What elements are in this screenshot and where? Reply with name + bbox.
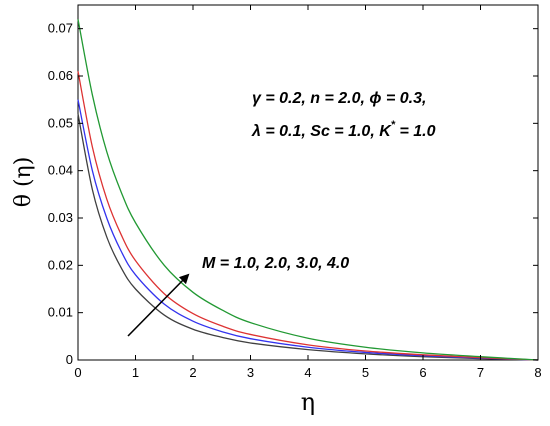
x-tick-label: 1	[132, 365, 139, 380]
arrow-annotation: M = 1.0, 2.0, 3.0, 4.0	[202, 255, 349, 272]
x-tick-label: 2	[189, 365, 196, 380]
y-tick-label: 0.01	[48, 305, 73, 320]
y-tick-label: 0	[66, 352, 73, 367]
x-tick-label: 5	[362, 365, 369, 380]
params-line2-prefix: λ = 0.1, Sc = 1.0, K	[251, 123, 392, 140]
ticks-group: 0 1 2 3 4 5 6 7 8 0 0.01 0.02 0.03 0.04 0.05 0.06 0.07	[48, 5, 542, 380]
increase-arrow	[127, 273, 190, 337]
x-tick-label: 4	[304, 365, 311, 380]
x-tick-label: 7	[477, 365, 484, 380]
x-tick-label: 0	[74, 365, 81, 380]
series-line-1	[77, 113, 539, 361]
x-axis-label: η	[301, 388, 315, 416]
series-line-3	[77, 71, 539, 361]
params-line2-suffix: = 1.0	[395, 123, 436, 140]
params-line2-superscript: *	[391, 119, 396, 131]
y-tick-label: 0.07	[48, 21, 73, 36]
x-tick-label: 8	[534, 365, 541, 380]
x-tick-label: 3	[247, 365, 254, 380]
plot-area	[77, 4, 539, 361]
series-line-2	[77, 99, 539, 361]
params-annotation-line1: γ = 0.2, n = 2.0, ϕ = 0.3,	[252, 90, 426, 107]
series-line-4	[77, 19, 539, 361]
series-group	[77, 19, 539, 361]
x-tick-label: 6	[419, 365, 426, 380]
y-tick-label: 0.06	[48, 68, 73, 83]
y-tick-label: 0.04	[48, 163, 73, 178]
y-tick-label: 0.03	[48, 210, 73, 225]
y-tick-label: 0.05	[48, 115, 73, 130]
params-annotation-line2: λ = 0.1, Sc = 1.0, K* = 1.0	[251, 119, 436, 140]
y-tick-label: 0.02	[48, 257, 73, 272]
y-axis-label: θ (η)	[11, 157, 36, 208]
